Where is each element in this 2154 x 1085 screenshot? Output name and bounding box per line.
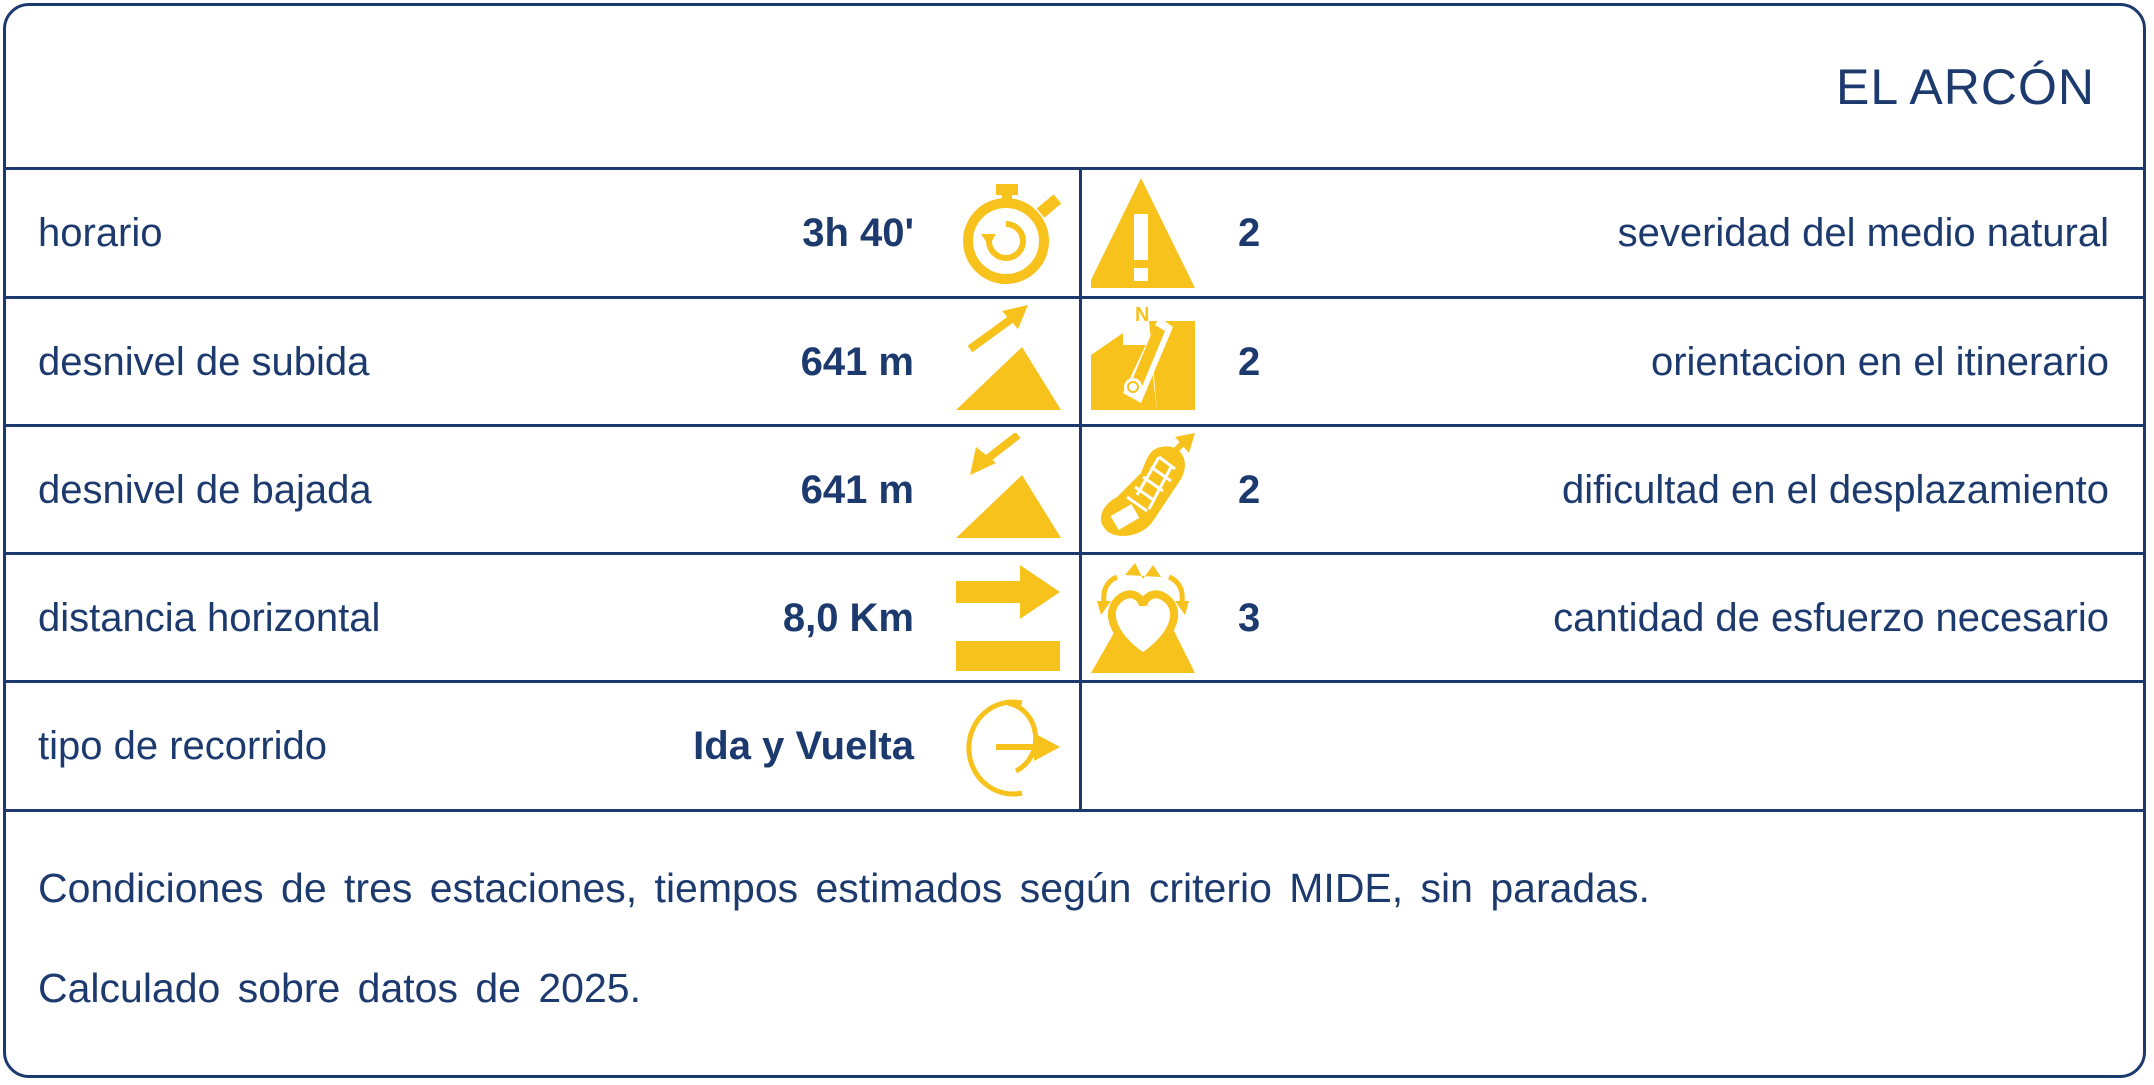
descent-slope-icon bbox=[956, 433, 1071, 548]
row-score: 3 bbox=[1238, 596, 1261, 640]
row-label: desnivel de subida bbox=[38, 340, 370, 384]
row-label: tipo de recorrido bbox=[38, 724, 328, 768]
divider bbox=[6, 552, 2143, 555]
row-right-label: orientacion en el itinerario bbox=[1650, 340, 2109, 384]
row-horario: horario 3h 40' 2 severidad del medio nat… bbox=[6, 170, 2143, 296]
stopwatch-icon bbox=[956, 176, 1071, 291]
divider bbox=[6, 809, 2143, 812]
row-label: distancia horizontal bbox=[38, 596, 381, 640]
mide-info-card: EL ARCÓN horario 3h 40' 2 bbox=[3, 3, 2146, 1078]
row-right-label: cantidad de esfuerzo necesario bbox=[1553, 596, 2109, 640]
compass-map-icon: N bbox=[1091, 305, 1206, 420]
row-value: Ida y Vuelta bbox=[693, 724, 914, 768]
note-conditions: Condiciones de tres estaciones, tiempos … bbox=[38, 865, 1650, 911]
row-value: 3h 40' bbox=[802, 211, 914, 255]
row-right-label: dificultad en el desplazamiento bbox=[1561, 468, 2109, 512]
row-label: horario bbox=[38, 211, 163, 255]
footprint-icon bbox=[1091, 433, 1206, 548]
row-desnivel-subida: desnivel de subida 641 m N 2 orientacion… bbox=[6, 299, 2143, 425]
row-value: 641 m bbox=[800, 468, 914, 512]
warning-triangle-icon bbox=[1091, 176, 1206, 291]
row-tipo-recorrido: tipo de recorrido Ida y Vuelta bbox=[6, 683, 2143, 809]
svg-text:N: N bbox=[1135, 305, 1149, 326]
ascent-slope-icon bbox=[956, 305, 1071, 420]
heart-effort-icon bbox=[1091, 561, 1206, 676]
divider bbox=[6, 424, 2143, 427]
row-value: 641 m bbox=[800, 340, 914, 384]
row-label: desnivel de bajada bbox=[38, 468, 372, 512]
divider bbox=[6, 296, 2143, 299]
row-score: 2 bbox=[1238, 340, 1261, 384]
column-divider bbox=[1079, 170, 1082, 810]
row-score: 2 bbox=[1238, 468, 1261, 512]
row-desnivel-bajada: desnivel de bajada 641 m 2 dificultad en… bbox=[6, 427, 2143, 553]
note-calculation: Calculado sobre datos de 2025. bbox=[38, 965, 641, 1011]
route-title: EL ARCÓN bbox=[1835, 59, 2095, 115]
row-distancia: distancia horizontal 8,0 Km 3 cantidad d… bbox=[6, 555, 2143, 681]
notes: Condiciones de tres estaciones, tiempos … bbox=[38, 864, 1650, 1064]
row-score: 2 bbox=[1238, 211, 1261, 255]
divider bbox=[6, 167, 2143, 170]
row-right-label: severidad del medio natural bbox=[1617, 211, 2109, 255]
row-value: 8,0 Km bbox=[782, 596, 914, 640]
round-trip-icon bbox=[956, 689, 1071, 804]
distance-arrow-icon bbox=[956, 561, 1071, 676]
divider bbox=[6, 680, 2143, 683]
